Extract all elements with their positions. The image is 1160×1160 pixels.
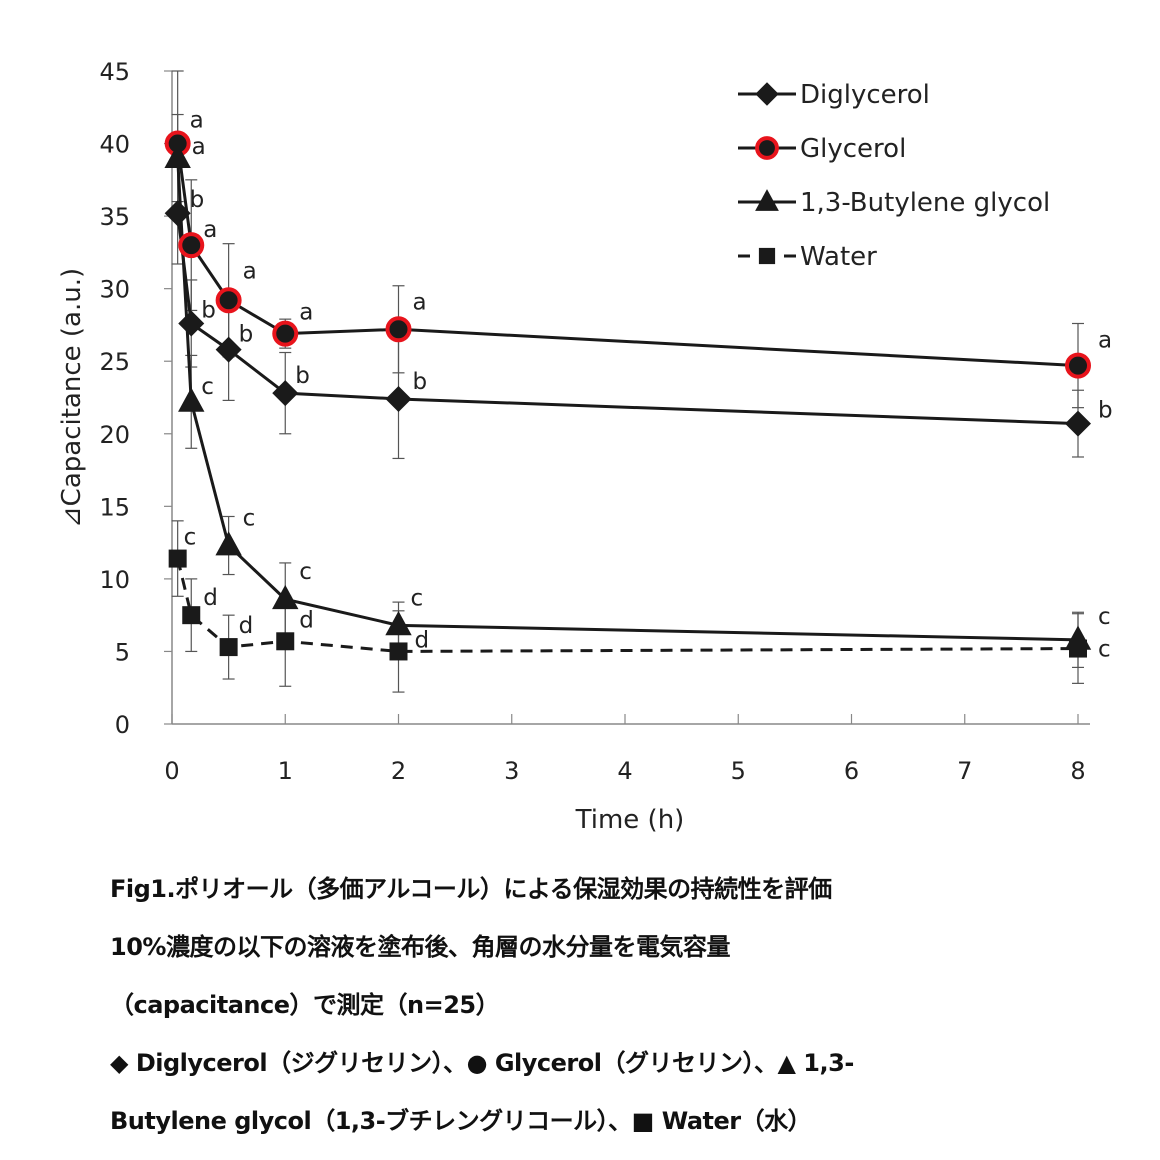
caption-line-2: 10%濃度の以下の溶液を塗布後、角層の水分量を電気容量 (110, 933, 730, 961)
caption-line-4: ◆ Diglycerol（ジグリセリン）、● Glycerol（グリセリン）、▲… (110, 1049, 854, 1077)
glycerol-sig-label: a (190, 108, 204, 134)
glycerol-marker (1065, 352, 1091, 379)
glycerol-marker (385, 316, 412, 343)
1-3-butylene-glycol-marker (164, 143, 191, 168)
water-sig-label: d (239, 613, 254, 639)
water-marker (276, 632, 295, 651)
y-tick-label: 30 (99, 276, 130, 304)
glycerol-marker (178, 232, 205, 259)
1-3-butylene-glycol-sig-label: c (411, 585, 424, 611)
glycerol-line (176, 143, 1079, 368)
x-tick-label: 0 (164, 757, 179, 785)
water-sig-label: d (203, 585, 218, 611)
1-3-butylene-glycol-line (176, 157, 1079, 642)
1-3-butylene-glycol-sig-label: c (299, 559, 312, 585)
diglycerol-sig-label: b (413, 369, 428, 395)
diglycerol-sig-label: b (295, 363, 310, 389)
1-3-butylene-glycol-sig-label: c (201, 374, 214, 400)
caption-line-3: （capacitance）で測定（n=25） (110, 991, 500, 1019)
diglycerol-line (176, 213, 1079, 426)
diglycerol-sig-label: b (190, 187, 205, 213)
caption-line-5: Butylene glycol（1,3-ブチレングリコール）、■ Water（水… (110, 1107, 812, 1135)
glycerol-marker (215, 287, 242, 314)
1-3-butylene-glycol-sig-label: c (1098, 604, 1111, 630)
y-axis-title: ⊿Capacitance (a.u.) (57, 268, 87, 528)
y-tick-label: 20 (99, 421, 130, 449)
y-tick-label: 15 (99, 493, 130, 521)
water-sig-label: d (299, 607, 314, 633)
x-axis-title: Time (h) (575, 805, 685, 835)
glycerol-sig-label: a (413, 289, 427, 315)
figure-caption: Fig1.ポリオール（多価アルコール）による保湿効果の持続性を評価 10%濃度の… (110, 860, 1110, 1150)
series-markers (164, 130, 1092, 661)
1-3-butylene-glycol-sig-label: c (243, 506, 256, 532)
glycerol-sig-label: a (1098, 328, 1112, 354)
legend-water-label: Water (800, 242, 877, 272)
1-3-butylene-glycol-sig-label: a (192, 134, 206, 160)
x-tick-label: 5 (731, 757, 746, 785)
diglycerol-marker (272, 380, 299, 407)
caption-line-1: Fig1.ポリオール（多価アルコール）による保湿効果の持続性を評価 (110, 875, 832, 903)
legend-1-3-butylene-glycol-label: 1,3-Butylene glycol (800, 188, 1050, 218)
water-line (176, 558, 1079, 653)
glycerol-sig-label: a (203, 217, 217, 243)
y-tick-label: 45 (99, 58, 130, 86)
diglycerol-marker (1065, 410, 1091, 437)
1-3-butylene-glycol-marker (178, 387, 205, 412)
y-tick-label: 35 (99, 203, 130, 231)
water-marker (168, 549, 187, 568)
x-tick-label: 6 (844, 757, 859, 785)
water-sig-label: d (415, 627, 430, 653)
y-tick-label: 10 (99, 566, 130, 594)
x-tick-label: 2 (391, 757, 406, 785)
diglycerol-sig-label: b (1098, 398, 1113, 424)
legend-glycerol-marker (755, 136, 779, 160)
legend-water-marker (758, 247, 776, 265)
series-lines (176, 143, 1079, 653)
diglycerol-marker (385, 385, 412, 412)
x-tick-label: 8 (1070, 757, 1085, 785)
1-3-butylene-glycol-marker (215, 531, 242, 556)
x-tick-label: 1 (278, 757, 293, 785)
glycerol-sig-label: a (299, 300, 313, 326)
x-tick-label: 7 (957, 757, 972, 785)
1-3-butylene-glycol-marker (272, 584, 299, 610)
1-3-butylene-glycol-marker (385, 611, 412, 636)
diglycerol-marker (164, 200, 191, 227)
diglycerol-marker (215, 336, 242, 363)
water-marker (389, 642, 408, 661)
legend-1-3-butylene-glycol-marker (755, 189, 779, 211)
diglycerol-marker (178, 310, 205, 337)
water-sig-label: c (184, 525, 197, 551)
x-tick-label: 3 (504, 757, 519, 785)
water-marker (182, 606, 201, 625)
glycerol-sig-label: a (243, 258, 257, 284)
diglycerol-sig-label: b (239, 322, 254, 348)
y-tick-label: 40 (99, 131, 130, 159)
diglycerol-sig-label: b (201, 297, 216, 323)
legend-diglycerol-marker (755, 82, 779, 106)
water-marker (1069, 639, 1087, 658)
legend-diglycerol-label: Diglycerol (800, 80, 930, 110)
y-tick-label: 5 (115, 638, 130, 666)
legend-glycerol-label: Glycerol (800, 134, 906, 164)
x-tick-label: 4 (617, 757, 632, 785)
legend: Diglycerol Glycerol 1,3-Butylene glycol Wat… (738, 80, 1050, 272)
y-tick-label: 0 (115, 711, 130, 739)
water-marker (219, 638, 238, 657)
water-sig-label: c (1098, 637, 1111, 663)
y-tick-label: 25 (99, 348, 130, 376)
glycerol-marker (272, 320, 299, 347)
